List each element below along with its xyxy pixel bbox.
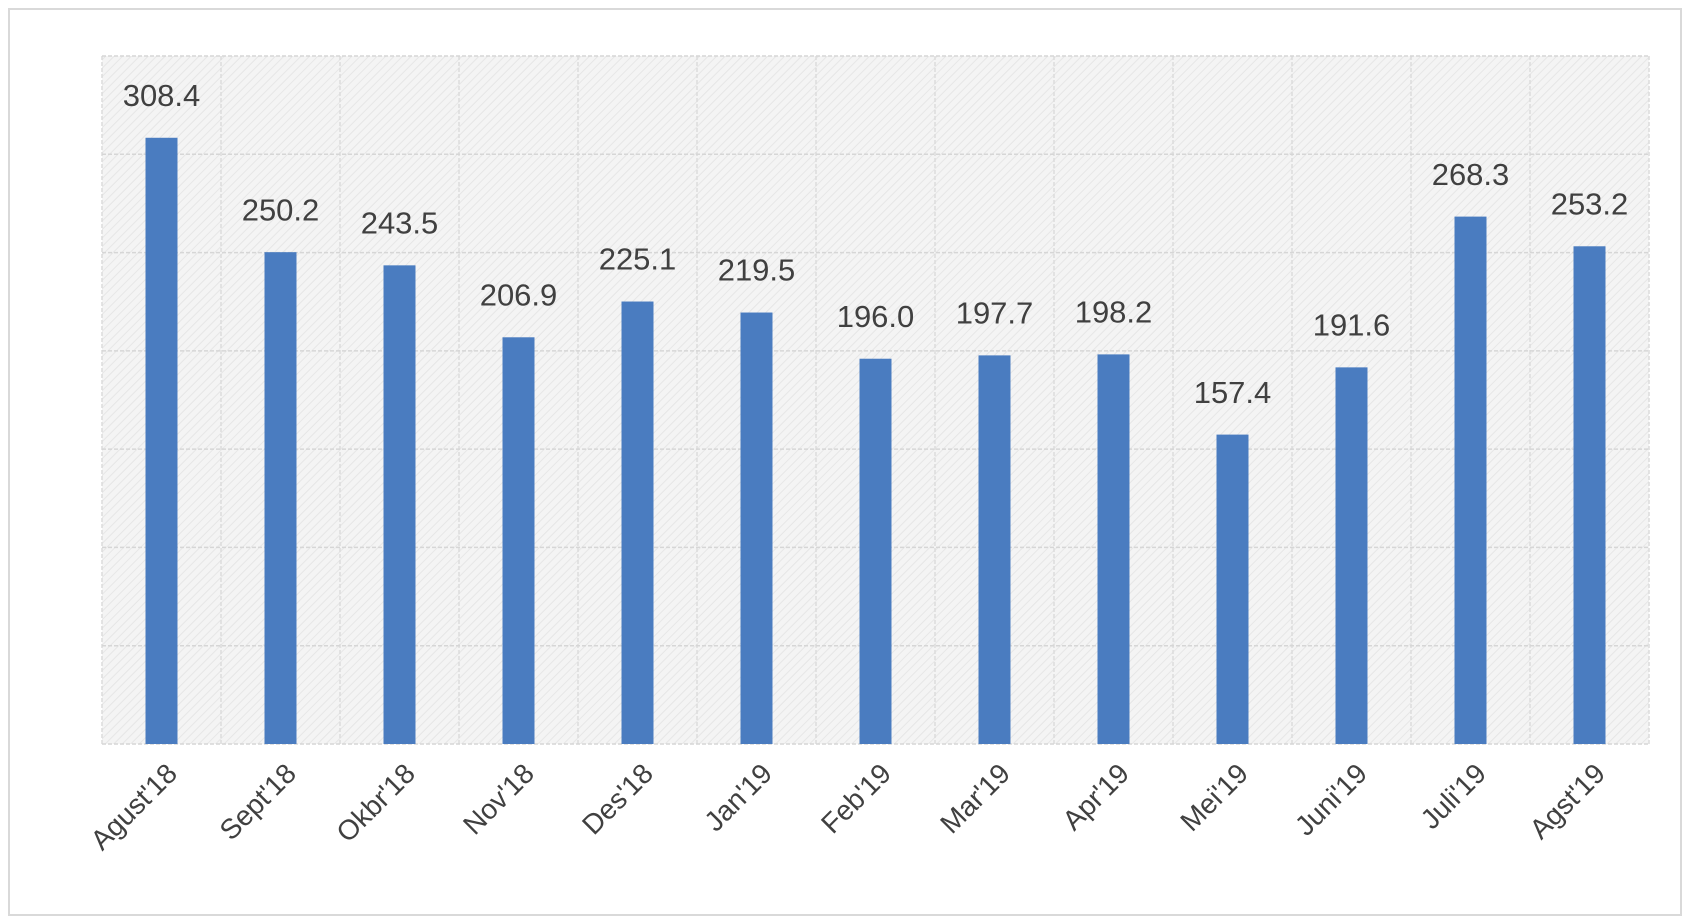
bar — [1216, 434, 1249, 744]
data-label: 206.9 — [480, 277, 558, 312]
data-label: 268.3 — [1432, 157, 1510, 192]
data-label: 308.4 — [123, 78, 201, 113]
data-label: 196.0 — [837, 299, 915, 334]
bar — [1097, 354, 1130, 744]
data-label: 250.2 — [242, 192, 320, 227]
bar — [264, 252, 297, 744]
bar — [1335, 367, 1368, 744]
bar — [1454, 216, 1487, 744]
bar — [978, 355, 1011, 744]
bar — [383, 265, 416, 744]
data-label: 157.4 — [1194, 375, 1272, 410]
data-label: 191.6 — [1313, 308, 1391, 343]
data-label: 197.7 — [956, 296, 1034, 331]
bar — [740, 312, 773, 744]
data-label: 243.5 — [361, 206, 439, 241]
bar — [502, 337, 535, 744]
bar — [1573, 246, 1606, 745]
bar — [621, 301, 654, 744]
data-label: 219.5 — [718, 253, 796, 288]
data-label: 253.2 — [1551, 186, 1629, 221]
bar — [145, 137, 178, 745]
data-label: 198.2 — [1075, 295, 1153, 330]
bar — [859, 358, 892, 744]
data-label: 225.1 — [599, 242, 677, 277]
